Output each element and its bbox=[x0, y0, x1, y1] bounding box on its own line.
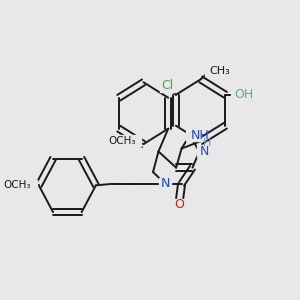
Bar bbox=[196, 146, 207, 157]
Text: NH: NH bbox=[190, 129, 209, 142]
Text: N: N bbox=[160, 177, 170, 190]
Bar bbox=[231, 89, 246, 100]
Text: OH: OH bbox=[234, 88, 254, 101]
Bar bbox=[173, 199, 184, 210]
Bar bbox=[159, 178, 171, 190]
Text: OCH₃: OCH₃ bbox=[108, 136, 136, 146]
Text: Cl: Cl bbox=[162, 80, 174, 92]
Bar bbox=[15, 180, 37, 190]
Bar bbox=[120, 135, 141, 146]
Bar bbox=[186, 130, 201, 141]
Text: H: H bbox=[203, 138, 211, 148]
Bar bbox=[206, 66, 223, 76]
Bar bbox=[160, 80, 175, 92]
Text: O: O bbox=[174, 198, 184, 211]
Text: N: N bbox=[199, 145, 209, 158]
Text: CH₃: CH₃ bbox=[209, 66, 230, 76]
Text: OCH₃: OCH₃ bbox=[4, 180, 31, 190]
